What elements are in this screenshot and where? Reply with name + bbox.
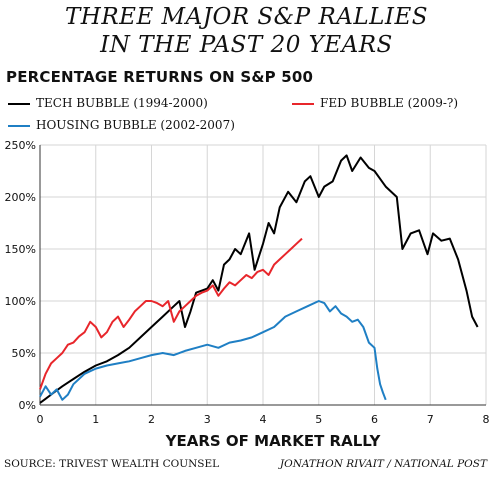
- x-tick-label: 3: [204, 413, 211, 426]
- y-tick-label: 200%: [5, 191, 36, 204]
- legend-item-housing-bubble: HOUSING BUBBLE (2002-2007): [8, 118, 235, 132]
- chart-title-line-2: IN THE PAST 20 YEARS: [100, 32, 393, 58]
- legend-label-fed: FED BUBBLE (2009-?): [320, 96, 459, 110]
- legend-swatch-fed: [292, 102, 314, 105]
- credit-note: JONATHON RIVAIT / NATIONAL POST: [279, 458, 487, 470]
- x-tick-label: 7: [427, 413, 434, 426]
- x-tick-label: 0: [37, 413, 44, 426]
- legend-item-tech-bubble: TECH BUBBLE (1994-2000): [8, 96, 208, 110]
- x-tick-label: 1: [92, 413, 99, 426]
- y-tick-label: 50%: [12, 347, 36, 360]
- legend-label-housing: HOUSING BUBBLE (2002-2007): [36, 118, 235, 132]
- x-axis-title: YEARS OF MARKET RALLY: [165, 432, 382, 450]
- y-tick-label: 0%: [19, 399, 36, 412]
- x-tick-label: 2: [148, 413, 155, 426]
- series-line-tech-bubble: [39, 154, 479, 404]
- legend-item-fed-bubble: FED BUBBLE (2009-?): [292, 96, 458, 110]
- legend-label-tech: TECH BUBBLE (1994-2000): [36, 96, 208, 110]
- chart-subtitle: PERCENTAGE RETURNS ON S&P 500: [6, 68, 314, 86]
- y-tick-label: 250%: [5, 139, 36, 152]
- x-tick-label: 4: [260, 413, 267, 426]
- y-tick-label: 150%: [5, 243, 36, 256]
- source-note: SOURCE: TRIVEST WEALTH COUNSEL: [4, 458, 220, 470]
- series-line-housing-bubble: [39, 300, 387, 401]
- legend-swatch-housing: [8, 124, 30, 127]
- chart-title-line-1: THREE MAJOR S&P RALLIES: [64, 4, 429, 30]
- x-tick-label: 6: [371, 413, 378, 426]
- x-tick-label: 8: [483, 413, 490, 426]
- y-tick-label: 100%: [5, 295, 36, 308]
- series-line-fed-bubble: [39, 237, 303, 390]
- x-tick-label: 5: [315, 413, 322, 426]
- legend-swatch-tech: [8, 102, 30, 105]
